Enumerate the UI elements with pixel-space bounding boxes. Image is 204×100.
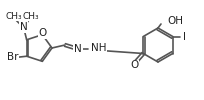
- Text: N: N: [74, 44, 82, 54]
- Text: CH₃: CH₃: [22, 12, 39, 21]
- Text: CH₃: CH₃: [5, 12, 22, 21]
- Text: O: O: [39, 28, 47, 38]
- Text: OH: OH: [167, 16, 183, 26]
- Text: NH: NH: [91, 43, 106, 53]
- Text: I: I: [183, 32, 186, 42]
- Text: Br: Br: [7, 52, 18, 62]
- Text: O: O: [130, 60, 138, 70]
- Text: N: N: [20, 22, 28, 32]
